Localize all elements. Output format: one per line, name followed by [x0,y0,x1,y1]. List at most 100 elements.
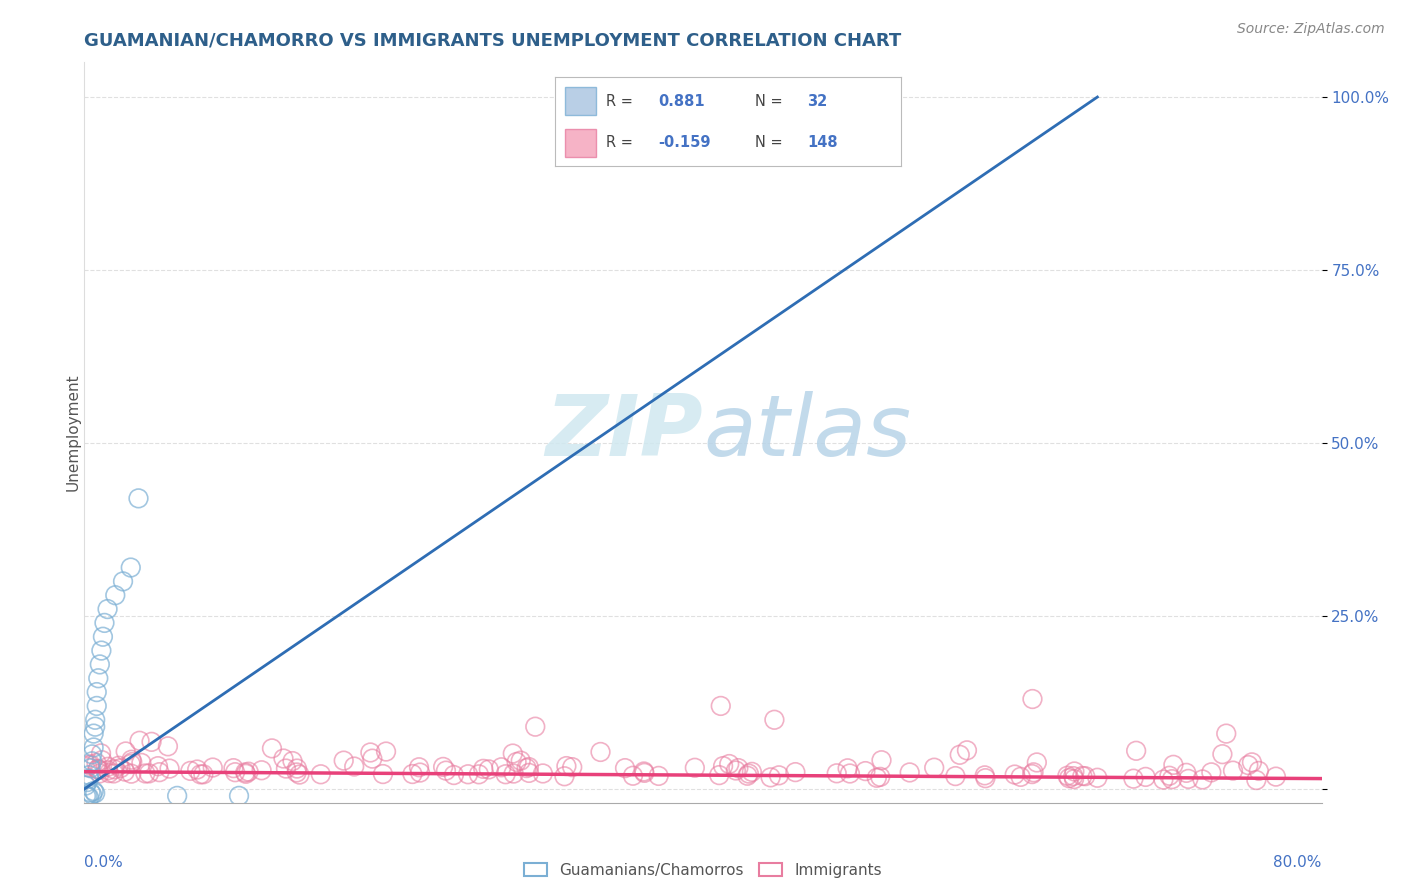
Point [250,764,273,778]
Point [86,756,108,770]
Point [201,760,224,774]
Point [401,767,423,781]
Point [561,760,583,774]
Point [1025,756,1047,770]
Point [228,789,250,803]
Point [956,743,979,757]
Point [222,761,245,775]
Point [1010,770,1032,784]
Point [110,761,132,775]
Point [120,757,142,772]
Point [1125,744,1147,758]
Point [83,740,105,755]
Point [84,713,107,727]
Point [97,764,120,778]
Point [91,630,114,644]
Point [121,753,143,767]
Point [763,713,786,727]
Point [343,759,366,773]
Point [224,765,246,780]
Point [1175,765,1198,780]
Point [97,766,120,780]
Point [647,769,669,783]
Point [1215,726,1237,740]
Point [361,751,384,765]
Point [359,746,381,760]
Point [614,761,637,775]
Point [855,764,877,778]
Point [103,766,125,780]
Point [1135,770,1157,784]
Point [89,766,111,780]
Point [86,698,108,713]
Point [1201,765,1223,780]
Point [759,770,782,784]
Point [838,766,860,780]
Point [193,767,215,781]
Point [1177,772,1199,786]
Point [621,769,644,783]
Point [491,760,513,774]
Point [75,789,97,803]
Point [718,757,741,772]
Point [87,762,110,776]
Point [179,764,201,778]
Point [1062,769,1084,783]
Point [120,766,142,780]
Point [866,771,889,785]
Legend: Guamanians/Chamorros, Immigrants: Guamanians/Chamorros, Immigrants [517,856,889,884]
Point [90,747,112,761]
Point [77,768,100,782]
Point [96,602,118,616]
Point [86,685,108,699]
Point [141,735,163,749]
Point [375,745,398,759]
Point [1022,765,1045,780]
Point [837,761,859,775]
Point [870,753,893,767]
Point [409,765,432,780]
Text: Source: ZipAtlas.com: Source: ZipAtlas.com [1237,22,1385,37]
Point [741,764,763,779]
Point [107,758,129,772]
Point [1057,771,1080,785]
Point [711,759,734,773]
Point [76,760,98,774]
Point [104,588,127,602]
Point [128,733,150,747]
Point [120,560,142,574]
Point [1071,769,1094,783]
Point [76,789,98,803]
Point [121,755,143,769]
Point [724,764,747,778]
Point [77,772,100,786]
Point [1163,757,1185,772]
Point [922,761,945,775]
Point [531,766,554,780]
Point [273,751,295,765]
Point [709,768,731,782]
Point [77,790,100,805]
Point [1085,771,1108,785]
Point [1211,747,1233,761]
Point [190,767,212,781]
Point [443,768,465,782]
Point [1191,772,1213,787]
Text: 0.0%: 0.0% [84,855,124,870]
Point [79,785,101,799]
Text: ZIP: ZIP [546,391,703,475]
Point [79,758,101,772]
Point [727,761,749,775]
Point [945,769,967,783]
Point [83,726,105,740]
Point [1237,758,1260,772]
Point [131,756,153,770]
Point [683,761,706,775]
Point [1159,769,1181,783]
Point [82,747,104,762]
Point [233,765,256,780]
Point [238,764,260,779]
Point [79,761,101,775]
Point [555,759,578,773]
Point [1063,772,1085,786]
